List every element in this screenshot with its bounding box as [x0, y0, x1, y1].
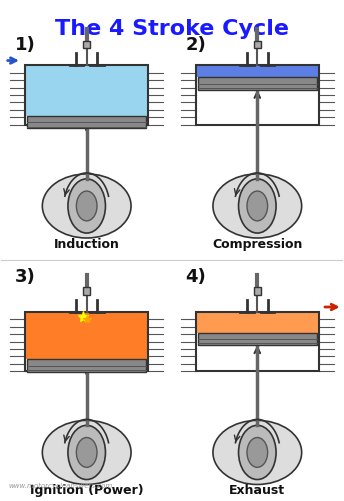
Bar	[25, 66, 148, 125]
FancyBboxPatch shape	[254, 287, 261, 295]
Text: Ignition (Power): Ignition (Power)	[30, 484, 143, 497]
Bar	[27, 359, 147, 372]
Circle shape	[68, 425, 106, 479]
FancyBboxPatch shape	[254, 41, 261, 48]
Bar	[196, 66, 319, 125]
Ellipse shape	[213, 420, 302, 484]
Ellipse shape	[213, 174, 302, 238]
Text: 4): 4)	[186, 268, 206, 286]
FancyBboxPatch shape	[25, 312, 148, 359]
Circle shape	[247, 191, 268, 221]
Bar	[197, 333, 317, 345]
Circle shape	[247, 437, 268, 467]
Text: 3): 3)	[15, 268, 36, 286]
Text: Compression: Compression	[212, 238, 302, 251]
Bar	[25, 312, 148, 371]
FancyBboxPatch shape	[83, 41, 90, 48]
Bar	[196, 312, 319, 371]
FancyBboxPatch shape	[25, 66, 148, 116]
Ellipse shape	[42, 174, 131, 238]
Text: 1): 1)	[15, 36, 36, 54]
Bar	[197, 77, 317, 90]
Text: www.motorcycleanswers.com: www.motorcycleanswers.com	[8, 483, 112, 489]
FancyBboxPatch shape	[196, 66, 319, 77]
Circle shape	[68, 179, 106, 233]
Bar	[27, 116, 147, 128]
Text: 2): 2)	[186, 36, 206, 54]
FancyBboxPatch shape	[83, 287, 90, 295]
Text: Exhaust: Exhaust	[229, 484, 286, 497]
FancyBboxPatch shape	[196, 312, 319, 333]
Circle shape	[76, 191, 97, 221]
Text: The 4 Stroke Cycle: The 4 Stroke Cycle	[55, 19, 289, 39]
Text: Induction: Induction	[54, 238, 120, 251]
Circle shape	[238, 179, 276, 233]
Circle shape	[76, 437, 97, 467]
Circle shape	[238, 425, 276, 479]
Ellipse shape	[42, 420, 131, 484]
